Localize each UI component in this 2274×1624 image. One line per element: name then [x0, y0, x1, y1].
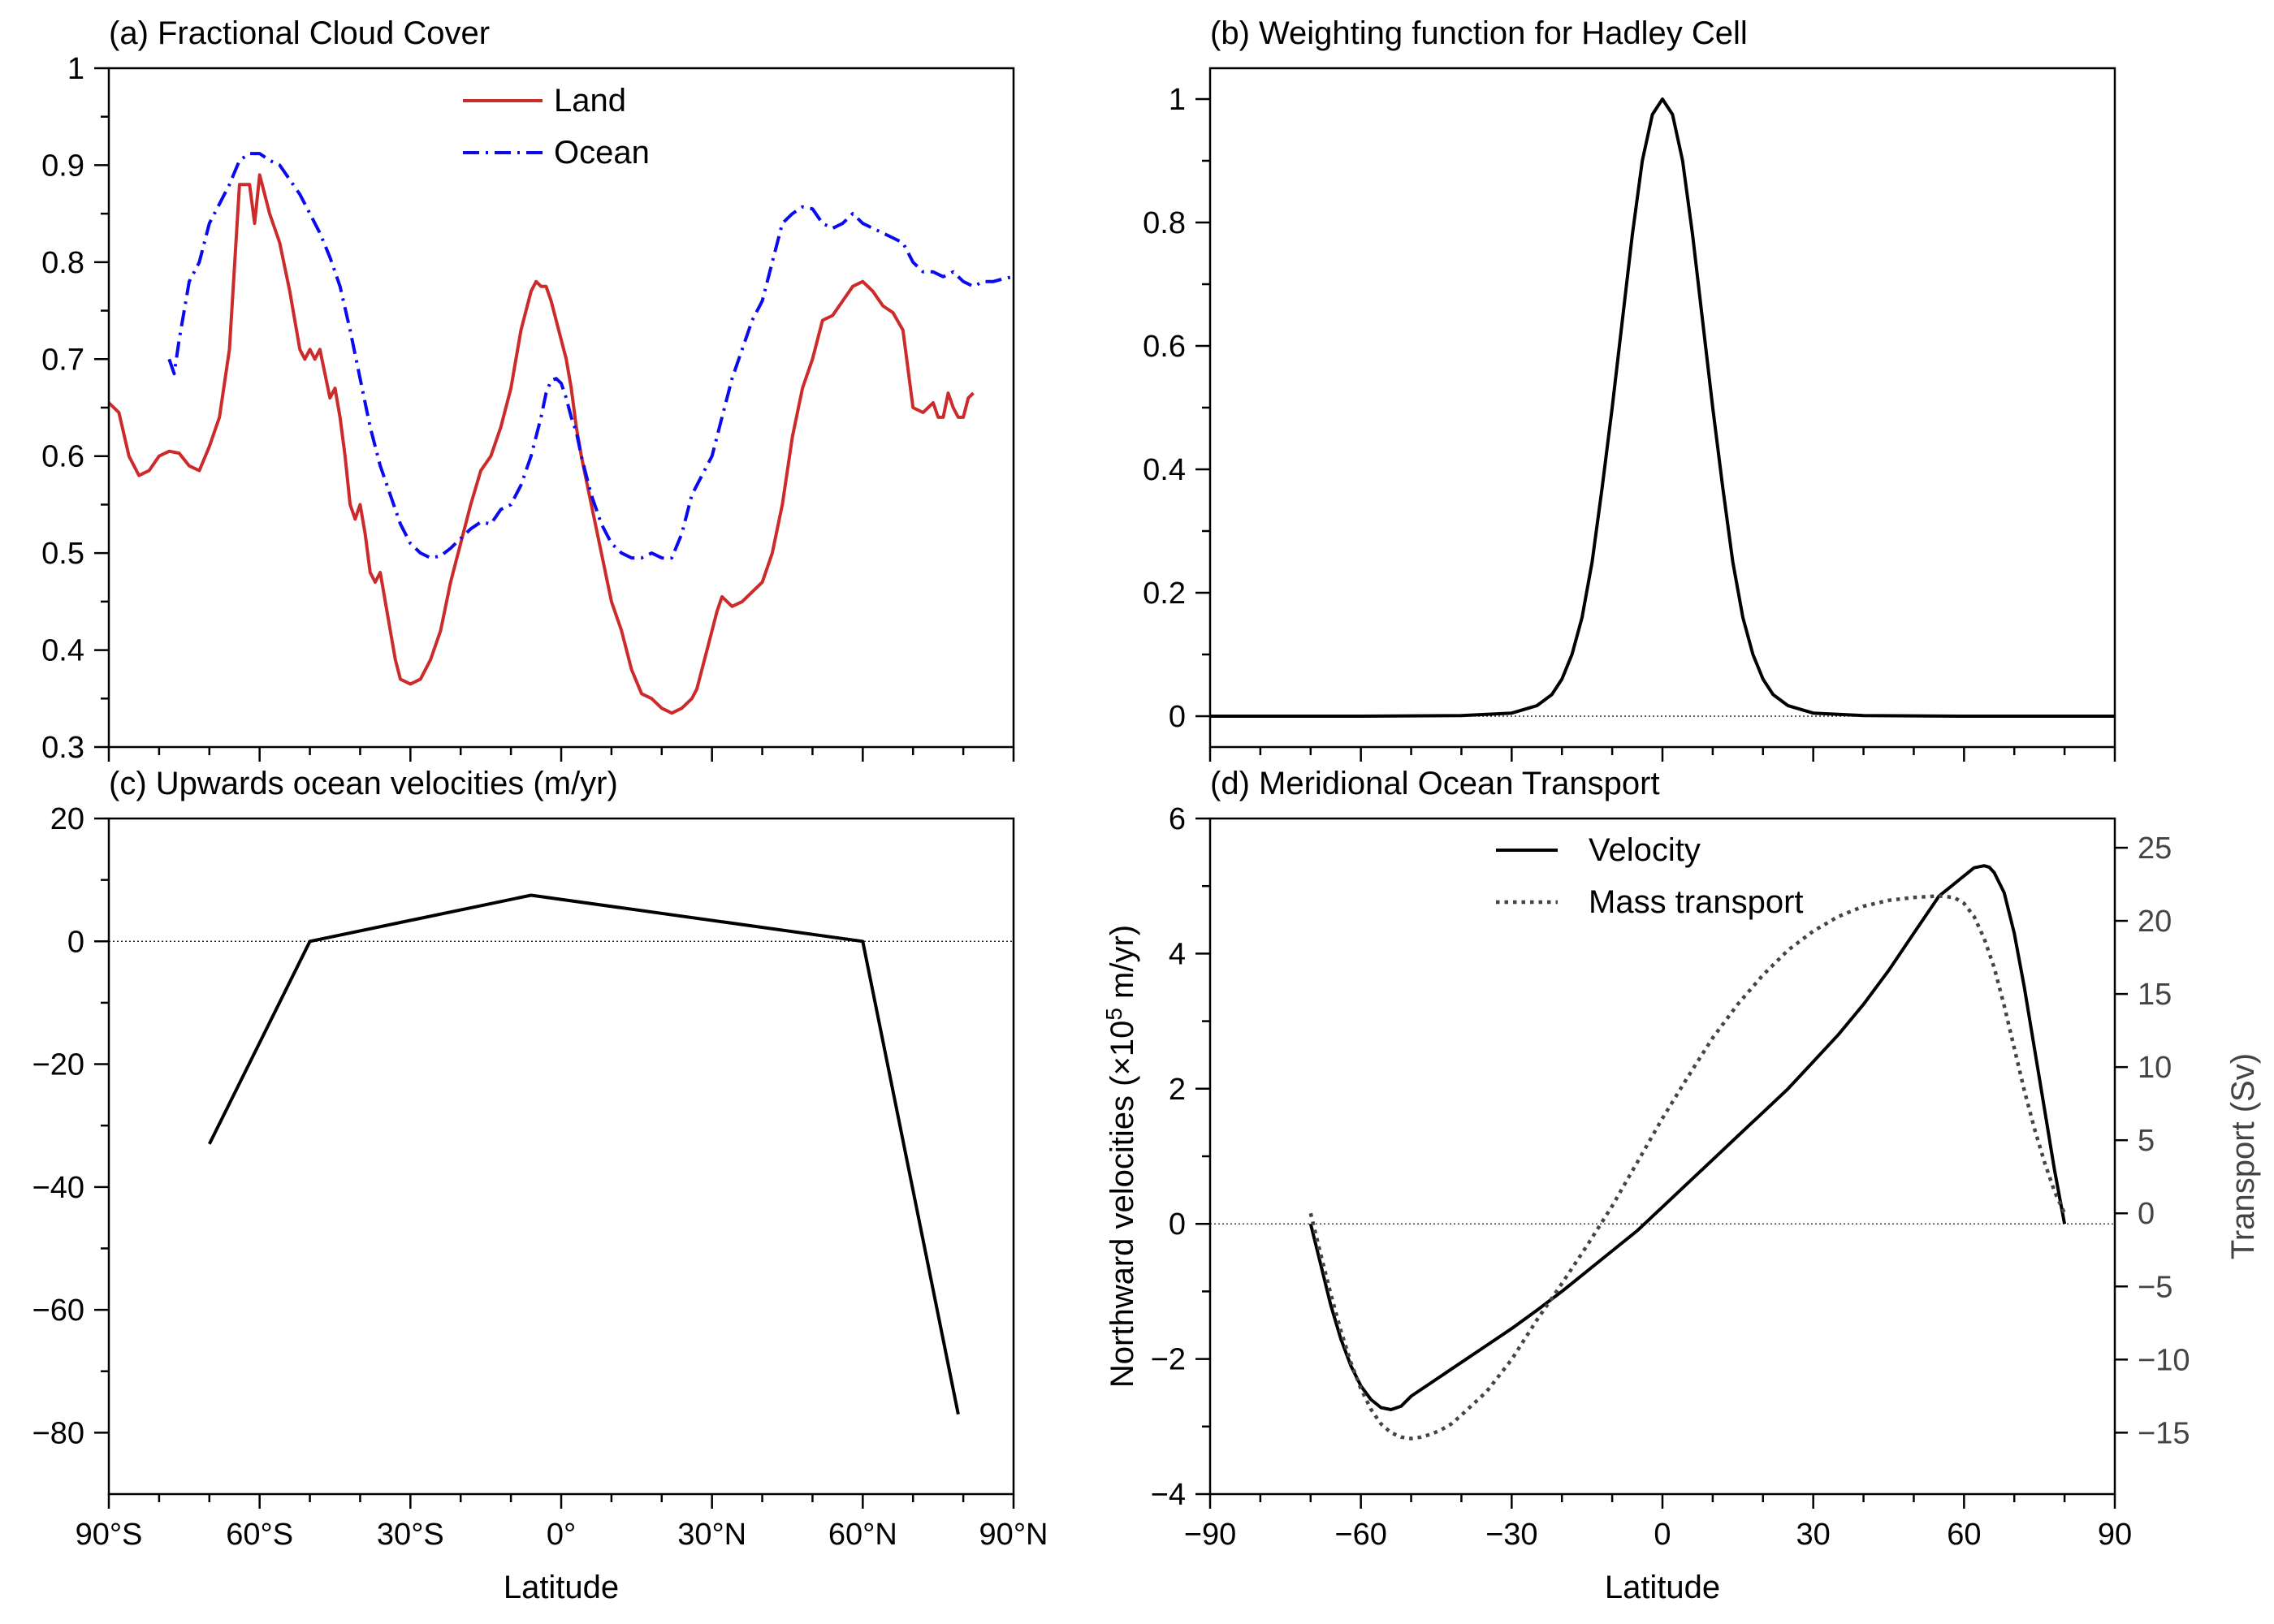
panel-c: (c) Upwards ocean velocities (m/yr) 90°S…	[32, 766, 1048, 1605]
panel-c-y-tick-label: 0	[67, 925, 84, 959]
panel-c-x-tick-label: 30°N	[677, 1518, 746, 1552]
legend-label-mass-transport: Mass transport	[1589, 884, 1804, 920]
panel-c-x-tick-label: 30°S	[377, 1518, 444, 1552]
panel-a-y-tick-label: 0.8	[41, 246, 84, 280]
panel-b-y-tick-label: 0.6	[1143, 330, 1186, 364]
panel-c-ticks: 90°S 60°S 30°S 0° 30°N 60°N 90°N −80 −60 −40 −20 0 2…	[32, 802, 1048, 1552]
panel-d-y-tick-label: 4	[1169, 937, 1186, 971]
panel-b-y-tick-label: 0.8	[1143, 206, 1186, 240]
panel-b-y-tick-label: 0	[1169, 700, 1186, 734]
panel-c-x-tick-label: 0°	[547, 1518, 576, 1552]
panel-a-y-tick-label: 0.7	[41, 343, 84, 377]
panel-b-y-tick-label: 1	[1169, 83, 1186, 117]
panel-d-right-y-tick-label: 10	[2138, 1051, 2172, 1085]
panel-d-x-tick-label: −60	[1334, 1518, 1386, 1552]
panel-b: (b) Weighting function for Hadley Cell 0…	[1143, 15, 2116, 762]
panel-d-y-tick-label: 6	[1169, 802, 1186, 836]
panel-c-y-tick-label: −60	[32, 1294, 84, 1328]
panel-d-x-tick-label: 60	[1947, 1518, 1981, 1552]
panel-d-x-tick-label: 0	[1654, 1518, 1671, 1552]
panel-d-x-axis-label: Latitude	[1605, 1570, 1720, 1605]
legend-label-land: Land	[554, 83, 626, 119]
panel-d-y-tick-label: −4	[1151, 1478, 1186, 1512]
panel-d-right-y-tick-label: 20	[2138, 905, 2172, 939]
panel-d-right-y-tick-label: −15	[2138, 1416, 2190, 1450]
panel-a-title: (a) Fractional Cloud Cover	[109, 15, 490, 51]
panel-c-lines	[208, 893, 960, 1415]
panel-c-frame	[107, 817, 1015, 1496]
panel-c-title: (c) Upwards ocean velocities (m/yr)	[109, 766, 618, 801]
panel-d-right-y-tick-label: 25	[2138, 831, 2172, 866]
panel-d-legend: Velocity Mass transport	[1496, 832, 1804, 920]
legend-label-velocity: Velocity	[1589, 832, 1701, 868]
panel-a-y-tick-label: 0.6	[41, 440, 84, 474]
panel-d-x-tick-label: 30	[1796, 1518, 1831, 1552]
panel-c-y-tick-label: −40	[32, 1171, 84, 1205]
panel-c-x-tick-label: 60°S	[226, 1518, 293, 1552]
panel-b-frame	[1208, 67, 2116, 749]
panel-c-y-tick-label: 20	[50, 802, 84, 836]
panel-a-y-tick-label: 0.5	[41, 537, 84, 571]
panel-b-y-tick-label: 0.4	[1143, 453, 1186, 487]
panel-d-series-line-velocity	[1308, 864, 2067, 1411]
panel-c-series-line-1	[208, 893, 960, 1415]
panel-b-y-tick-label: 0.2	[1143, 577, 1186, 611]
panel-a-y-tick-label: 0.3	[41, 731, 84, 765]
panel-d-x-tick-label: −30	[1485, 1518, 1537, 1552]
panel-d-y-tick-label: 0	[1169, 1207, 1186, 1242]
panel-a-y-tick-label: 0.9	[41, 149, 84, 183]
panel-d-series-line-mass-transport	[1308, 894, 2067, 1440]
panel-a: (a) Fractional Cloud Cover 0.30.40.50.60…	[41, 15, 1015, 765]
panel-d-right-y-tick-label: 0	[2138, 1197, 2155, 1231]
panel-a-series-line-land	[107, 173, 975, 715]
panel-a-legend: Land Ocean	[463, 83, 650, 171]
panel-b-lines	[1210, 97, 2115, 718]
panel-b-series-line-1	[1210, 97, 2115, 718]
panel-d-title: (d) Meridional Ocean Transport	[1210, 766, 1660, 801]
panel-d-x-tick-label: 90	[2098, 1518, 2132, 1552]
panel-a-y-tick-label: 0.4	[41, 634, 84, 668]
panel-d-right-y-tick-label: 5	[2138, 1124, 2155, 1158]
panel-c-x-tick-label: 90°S	[76, 1518, 143, 1552]
panel-c-y-tick-label: −80	[32, 1416, 84, 1450]
panel-c-x-axis-label: Latitude	[504, 1570, 619, 1605]
panel-d: (d) Meridional Ocean Transport −90 −60 −30…	[1101, 766, 2261, 1605]
panel-a-y-tick-label: 1	[67, 52, 84, 86]
panel-a-series-line-ocean	[167, 152, 1014, 560]
panel-b-title: (b) Weighting function for Hadley Cell	[1210, 15, 1748, 51]
panel-d-left-y-axis-label: Northward velocities (×105 m/yr)	[1101, 925, 1140, 1388]
panel-c-y-tick-label: −20	[32, 1048, 84, 1082]
panel-d-lines	[1308, 864, 2067, 1440]
panel-a-ticks: 0.3 0.4 0.5 0.6 0.7 0.8 0.9 1	[41, 52, 1015, 765]
panel-d-right-y-tick-label: −5	[2138, 1270, 2172, 1304]
legend-label-ocean: Ocean	[554, 135, 650, 171]
panel-b-ticks: 0 0.2 0.4 0.6 0.8 1	[1143, 83, 2116, 762]
panel-d-right-y-tick-label: −10	[2138, 1343, 2190, 1377]
panel-d-right-y-tick-label: 15	[2138, 978, 2172, 1012]
panel-d-ticks: −90 −60 −30 0 30 60 90 −4 −2 0 2 4 6 −15 −10 −5 0 5 10 15 20…	[1151, 802, 2190, 1552]
panel-d-y-tick-label: −2	[1151, 1343, 1186, 1377]
panel-d-y-tick-label: 2	[1169, 1073, 1186, 1107]
panel-c-x-tick-label: 60°N	[828, 1518, 897, 1552]
panel-a-lines	[107, 152, 1014, 715]
panel-d-x-tick-label: −90	[1184, 1518, 1236, 1552]
panel-c-x-tick-label: 90°N	[979, 1518, 1048, 1552]
panel-d-right-y-axis-label: Transport (Sv)	[2225, 1053, 2261, 1259]
